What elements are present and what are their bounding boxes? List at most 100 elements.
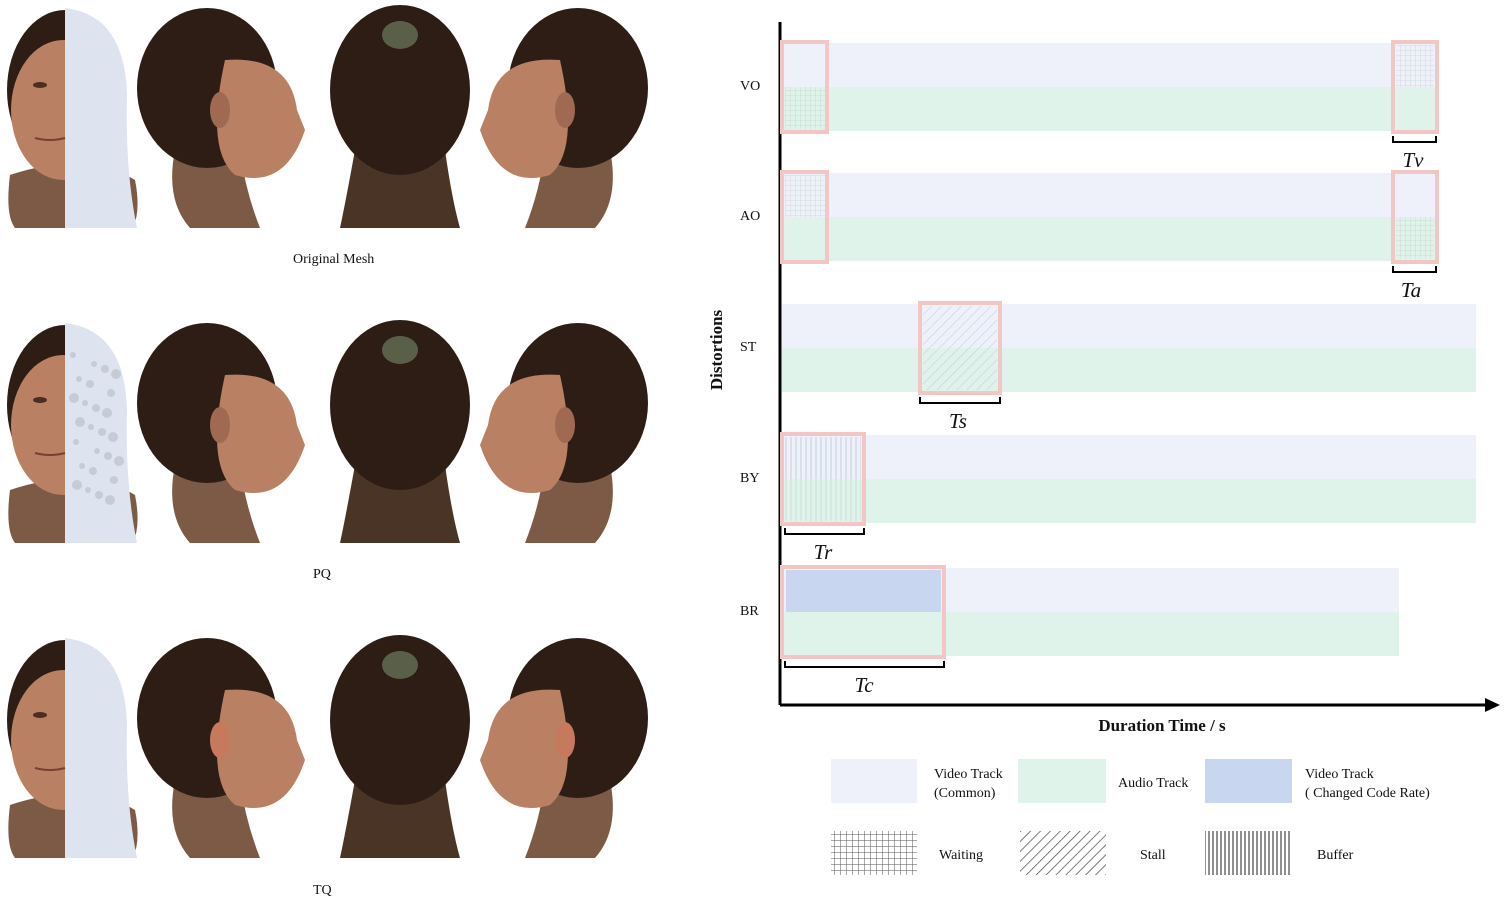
ear-shape — [210, 722, 230, 758]
audio-track-bar — [782, 217, 1437, 261]
mesh-noise-mark — [82, 400, 88, 406]
interval-label: Tc — [854, 673, 874, 697]
audio-track-bar — [782, 612, 1399, 656]
interval-label: Ta — [1401, 278, 1421, 302]
legend-row-tracks: Video Track (Common) Audio Track Video Trac… — [831, 759, 1430, 803]
interval-label: Ts — [949, 409, 967, 433]
mouth-shape — [34, 452, 66, 456]
category-label: VO — [740, 79, 760, 94]
mesh-noise-mark — [88, 424, 94, 430]
face-profile-shape — [217, 689, 305, 808]
legend-swatch-video-changed — [1205, 759, 1292, 803]
x-axis-arrowhead — [1485, 698, 1500, 712]
caption-pq: PQ — [313, 567, 331, 582]
head-row-pq — [7, 320, 648, 543]
pattern-segment — [1396, 217, 1434, 259]
category-label: BR — [740, 604, 759, 619]
legend-swatch-stall — [1020, 831, 1106, 875]
interval-label: Tr — [814, 540, 834, 564]
pattern-segment — [785, 437, 861, 479]
head-row-tq — [7, 635, 648, 858]
legend-swatch-audio — [1018, 759, 1106, 803]
eye-shape — [33, 82, 47, 88]
mesh-noise-mark — [86, 380, 94, 388]
legend-swatch-waiting — [831, 831, 917, 875]
pattern-segment — [1396, 45, 1434, 87]
neck-back-shape — [340, 780, 460, 858]
eye-shape — [33, 397, 47, 403]
interval-label: Tv — [1403, 148, 1425, 172]
mesh-noise-mark — [85, 487, 91, 493]
audio-track-bar — [782, 479, 1476, 523]
legend-label-video-changed: Video Track( Changed Code Rate) — [1305, 767, 1430, 801]
track-row-vo: VO Tv — [740, 40, 1439, 172]
category-label: AO — [740, 209, 760, 224]
mouth-shape — [34, 767, 66, 771]
pattern-segment — [785, 87, 825, 129]
highlight-box — [780, 40, 829, 134]
face-profile-shape — [217, 374, 305, 493]
face-profile-shape — [480, 59, 568, 179]
mesh-noise-mark — [102, 408, 112, 418]
mouth-shape — [34, 137, 66, 141]
x-axis-label: Duration Time / s — [1098, 716, 1226, 735]
legend-label-stall: Stall — [1140, 848, 1166, 863]
legend-swatch-video-common — [831, 759, 917, 803]
video-track-bar — [782, 435, 1476, 479]
category-label: ST — [740, 340, 757, 355]
head-row-original — [7, 5, 648, 228]
highlight-box — [780, 565, 946, 659]
mesh-noise-mark — [108, 432, 118, 442]
audio-track-bar — [782, 348, 1476, 392]
face-profile-shape — [480, 689, 568, 808]
interval-bracket — [1392, 136, 1437, 143]
video-track-bar — [782, 43, 1437, 87]
mesh-noise-mark — [75, 417, 85, 427]
legend-swatch-buffer — [1205, 831, 1292, 875]
mesh-noise-mark — [79, 463, 85, 469]
mesh-noise-mark — [70, 352, 76, 358]
legend-label-video-common: Video Track (Common) — [934, 767, 1003, 801]
interval-bracket — [1392, 266, 1437, 273]
y-axis-label: Distortions — [707, 309, 726, 390]
track-row-st: ST Ts — [740, 301, 1476, 433]
ear-shape — [555, 92, 575, 128]
mesh-noise-mark — [94, 448, 100, 454]
neck-back-shape — [340, 465, 460, 543]
hair-back-shape — [330, 5, 470, 175]
interval-bracket — [784, 528, 865, 535]
mesh-noise-mark — [105, 495, 115, 505]
highlight-box — [780, 170, 829, 264]
caption-original-mesh: Original Mesh — [293, 252, 375, 267]
interval-bracket — [919, 397, 1001, 404]
legend-label-waiting: Waiting — [939, 848, 983, 863]
mesh-half-shape — [65, 638, 137, 858]
track-row-br: BR Tc — [740, 565, 1399, 697]
pattern-segment — [785, 479, 861, 521]
highlight-box — [918, 301, 1002, 395]
head-renders-panel: Original Mesh PQ TQ — [0, 0, 700, 902]
mesh-noise-mark — [95, 491, 103, 499]
highlight-box — [780, 432, 866, 526]
track-row-ao: AO Ta — [740, 170, 1439, 302]
ear-shape — [555, 722, 575, 758]
highlight-shape — [382, 336, 418, 364]
legend-label-buffer: Buffer — [1317, 848, 1354, 863]
mesh-noise-mark — [107, 389, 115, 397]
mesh-noise-mark — [91, 361, 97, 367]
changed-code-rate-segment — [786, 570, 941, 612]
face-profile-shape — [480, 374, 568, 493]
mesh-noise-mark — [114, 456, 124, 466]
mesh-noise-mark — [92, 404, 100, 412]
mesh-noise-mark — [76, 376, 82, 382]
ear-shape — [210, 92, 230, 128]
hair-back-shape — [330, 320, 470, 490]
mesh-noise-mark — [111, 369, 121, 379]
audio-track-bar — [782, 87, 1437, 131]
mesh-noise-mark — [98, 428, 106, 436]
pattern-segment — [785, 175, 825, 217]
mesh-noise-mark — [89, 467, 97, 475]
track-row-by: BY Tr — [740, 432, 1476, 564]
mesh-noise-mark — [72, 480, 82, 490]
mesh-noise-mark — [110, 476, 118, 484]
